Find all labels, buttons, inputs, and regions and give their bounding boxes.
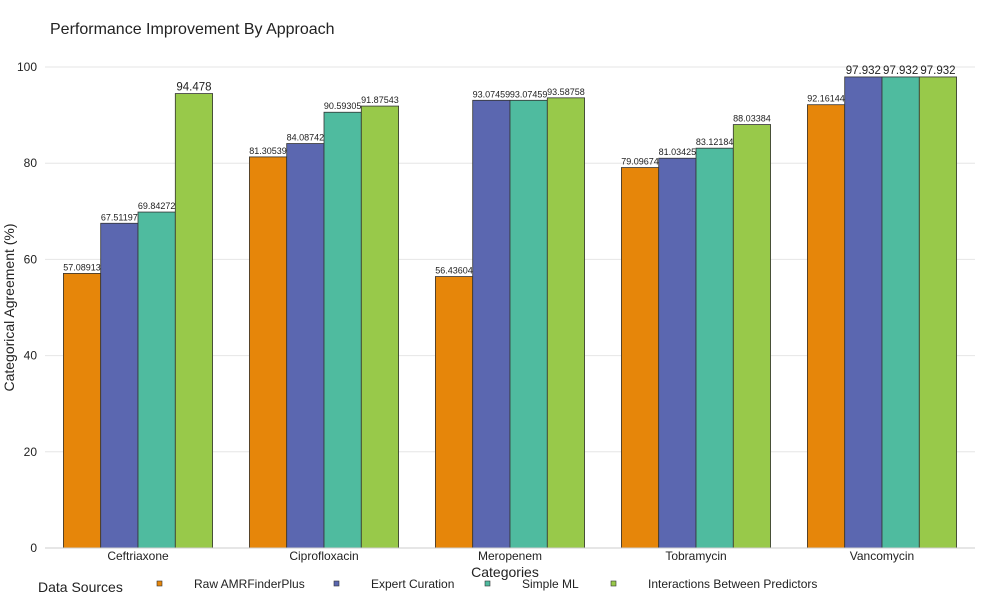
bar-raw-amrfinderplus-tobramycin [621, 167, 660, 549]
bar-value-label: 90.59305 [324, 101, 362, 111]
bar-expert-curation-meropenem [472, 99, 511, 549]
bar-value-label: 88.03384 [733, 114, 771, 124]
legend-label: Expert Curation [371, 577, 454, 591]
bar-simple-ml-ciprofloxacin [323, 111, 362, 549]
bar-value-label: 69.84272 [138, 201, 176, 211]
bar-raw-amrfinderplus-ciprofloxacin [248, 156, 288, 549]
bar-value-label: 56.43604 [435, 266, 473, 276]
x-tick-label: Ciprofloxacin [289, 549, 358, 563]
y-tick-label: 100 [17, 60, 37, 74]
bar-value-label: 81.03425 [659, 147, 697, 157]
bar-interactions-between-predictors-ceftriaxone [174, 93, 214, 549]
bar-expert-curation-ciprofloxacin [286, 143, 325, 549]
bar-simple-ml-ceftriaxone [137, 211, 176, 549]
bar-raw-amrfinderplus-ceftriaxone [63, 273, 102, 549]
bar-value-label: 97.932 [846, 65, 881, 77]
bar-simple-ml-tobramycin [695, 147, 734, 549]
bar-value-label: 97.932 [883, 65, 918, 77]
bar-value-label: 92.16144 [807, 94, 845, 104]
bar-raw-amrfinderplus-vancomycin [807, 104, 846, 549]
legend-swatch-simple-ml [484, 580, 491, 587]
y-axis-label: Categorical Agreement (%) [1, 223, 17, 391]
bar-value-label: 79.09674 [621, 157, 659, 167]
bar-value-label: 84.08742 [287, 133, 325, 143]
bar-raw-amrfinderplus-meropenem [434, 276, 474, 549]
bar-value-label: 93.07459 [473, 89, 511, 99]
x-tick-label: Meropenem [478, 549, 542, 563]
bar-expert-curation-vancomycin [844, 76, 883, 549]
bar-value-label: 83.12184 [696, 137, 734, 147]
x-axis-ticks: Ceftriaxone Ciprofloxacin Meropenem Tobramy… [107, 549, 914, 563]
bar-value-label: 93.58758 [547, 87, 585, 97]
legend-label: Simple ML [522, 577, 579, 591]
bar-value-label: 57.08913 [63, 262, 101, 272]
bar-expert-curation-tobramycin [658, 157, 697, 549]
y-tick-label: 60 [24, 252, 38, 266]
bar-value-label: 81.30539 [249, 146, 287, 156]
legend-label: Raw AMRFinderPlus [194, 577, 305, 591]
bar-value-label: 94.478 [176, 82, 211, 94]
bar-interactions-between-predictors-tobramycin [732, 124, 771, 549]
bar-simple-ml-meropenem [509, 99, 548, 549]
bar-value-label: 93.07459 [510, 89, 548, 99]
bar-value-label: 91.87543 [361, 95, 399, 105]
x-axis-label: Categories [471, 564, 539, 580]
y-tick-label: 80 [24, 156, 38, 170]
legend-swatch-raw-amrfinderplus [156, 580, 163, 587]
x-tick-label: Ceftriaxone [107, 549, 169, 563]
y-tick-label: 20 [24, 445, 38, 459]
y-tick-label: 40 [24, 349, 38, 363]
bar-interactions-between-predictors-meropenem [546, 97, 585, 549]
bar-interactions-between-predictors-vancomycin [918, 76, 957, 549]
bar-expert-curation-ceftriaxone [100, 222, 139, 549]
legend-title: Data Sources [38, 579, 123, 595]
x-tick-label: Tobramycin [665, 549, 726, 563]
legend: Data Sources Raw AMRFinderPlus Expert Cur… [38, 577, 817, 595]
chart-title: Performance Improvement By Approach [50, 21, 335, 38]
bar-value-label: 67.51197 [101, 212, 138, 222]
bar-value-label: 97.932 [920, 65, 955, 77]
legend-swatch-interactions-between-predictors [610, 580, 617, 587]
legend-label: Interactions Between Predictors [648, 577, 817, 591]
bar-interactions-between-predictors-ciprofloxacin [360, 105, 399, 549]
y-axis-ticks: 0 20 40 60 80 100 [17, 60, 37, 555]
bar-simple-ml-vancomycin [881, 76, 920, 549]
bars [63, 76, 957, 549]
legend-swatch-expert-curation [333, 580, 340, 587]
x-tick-label: Vancomycin [850, 549, 914, 563]
y-tick-label: 0 [30, 541, 37, 555]
